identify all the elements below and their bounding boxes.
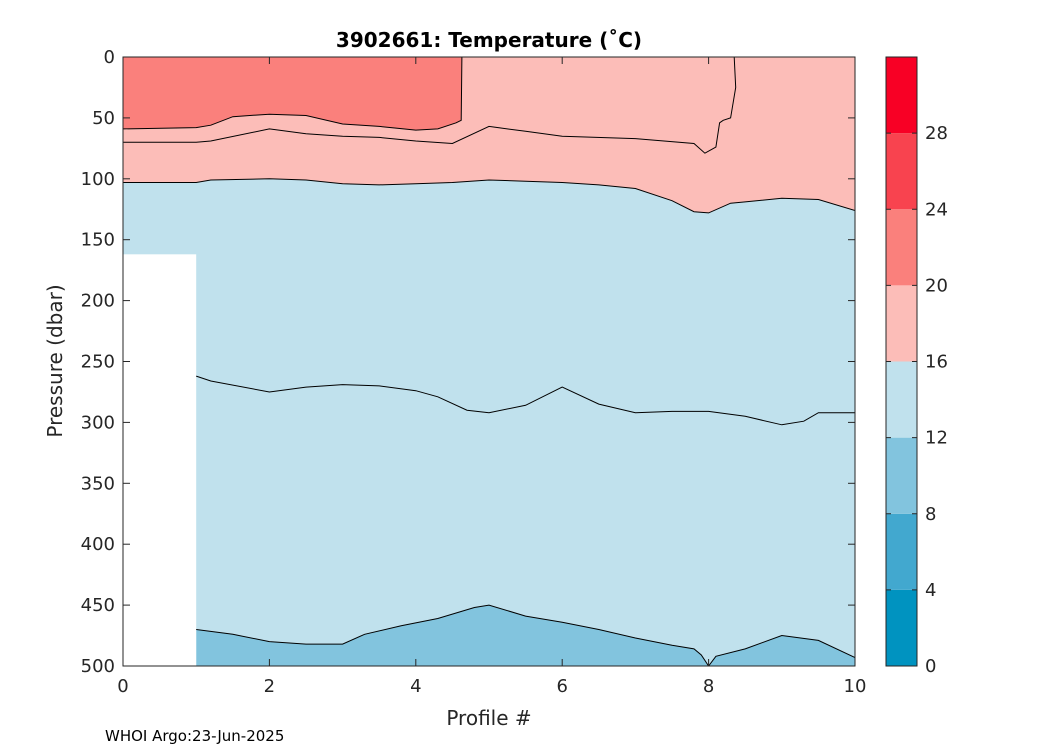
x-tick-label: 10: [844, 676, 867, 697]
contour-fills: [123, 57, 855, 666]
y-tick-label: 250: [81, 352, 115, 373]
x-axis: 0 2 4 6 8 10: [117, 57, 866, 697]
y-tick-label: 0: [104, 47, 115, 68]
y-tick-label: 350: [81, 473, 115, 494]
colorbar-band-20-24: [886, 209, 917, 286]
y-tick-label: 150: [81, 230, 115, 251]
colorbar-band-16-20: [886, 285, 917, 362]
colorbar-tick-label: 28: [925, 123, 948, 144]
footer-credit: WHOI Argo:23-Jun-2025: [105, 727, 284, 745]
x-tick-label: 4: [410, 676, 421, 697]
colorbar-tick-label: 12: [925, 428, 948, 449]
contour-line-8-4: [196, 604, 855, 666]
y-tick-label: 450: [81, 595, 115, 616]
y-tick-label: 500: [81, 656, 115, 677]
y-tick-label: 100: [81, 169, 115, 190]
y-axis-label: Pressure (dbar): [43, 284, 67, 437]
colorbar-band-12-16: [886, 361, 917, 438]
no-data-region: [123, 254, 197, 666]
contour-line-12-2: [123, 178, 855, 214]
contour-line-16-1: [123, 57, 737, 154]
contour-line-20-0: [123, 57, 463, 131]
colorbar-band-24-28: [886, 133, 917, 210]
x-tick-label: 2: [264, 676, 275, 697]
colorbar: 0 4 8 12 16 20 24 28: [885, 56, 948, 677]
colorbar-band-4-8: [886, 513, 917, 590]
colorbar-tick-label: 24: [925, 199, 948, 220]
colorbar-band-8-12: [886, 437, 917, 514]
contour-line-12-3: [196, 375, 855, 426]
x-tick-label: 6: [556, 676, 567, 697]
colorbar-tick-label: 16: [925, 352, 948, 373]
colorbar-tick-label: 0: [925, 656, 936, 677]
contour-lines: [123, 57, 855, 666]
y-tick-label: 50: [92, 108, 115, 129]
y-tick-label: 300: [81, 412, 115, 433]
chart-title: 3902661: Temperature (˚C): [336, 28, 642, 52]
y-tick-label: 400: [81, 534, 115, 555]
band-20-24: [123, 57, 462, 131]
x-axis-label: Profile #: [446, 706, 531, 730]
band-8-12: [196, 605, 855, 666]
y-tick-label: 200: [81, 291, 115, 312]
x-tick-label: 0: [117, 676, 128, 697]
y-axis: 0 50 100 150 200 250 300 350 400 450 500: [81, 47, 855, 677]
x-tick-label: 8: [703, 676, 714, 697]
colorbar-tick-label: 20: [925, 275, 948, 296]
colorbar-band-0-4: [886, 589, 917, 666]
colorbar-tick-label: 8: [925, 504, 936, 525]
colorbar-tick-label: 4: [925, 580, 936, 601]
colorbar-band-28-32: [886, 57, 917, 134]
